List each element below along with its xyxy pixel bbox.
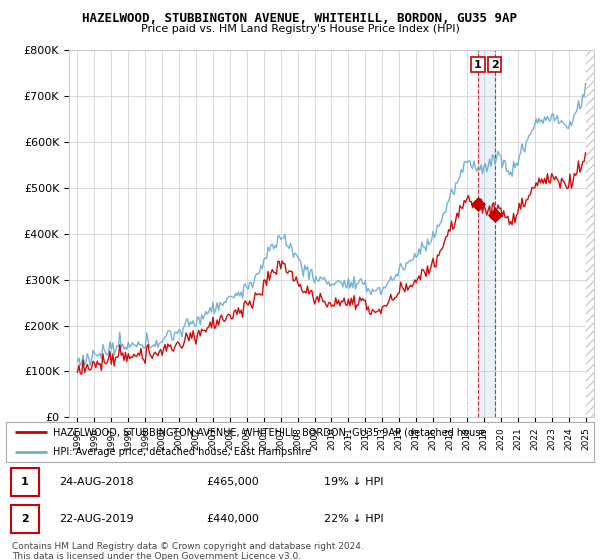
Text: HAZELWOOD, STUBBINGTON AVENUE, WHITEHILL, BORDON, GU35 9AP: HAZELWOOD, STUBBINGTON AVENUE, WHITEHILL… (83, 12, 517, 25)
Text: £440,000: £440,000 (206, 514, 259, 524)
Text: 2: 2 (21, 514, 29, 524)
Text: 19% ↓ HPI: 19% ↓ HPI (323, 477, 383, 487)
Text: £465,000: £465,000 (206, 477, 259, 487)
Text: 2: 2 (491, 59, 499, 69)
Bar (11, 468, 39, 496)
Text: 22% ↓ HPI: 22% ↓ HPI (323, 514, 383, 524)
Bar (478, 50, 495, 417)
Text: HAZELWOOD, STUBBINGTON AVENUE, WHITEHILL, BORDON, GU35 9AP (detached house: HAZELWOOD, STUBBINGTON AVENUE, WHITEHILL… (53, 427, 487, 437)
Text: 22-AUG-2019: 22-AUG-2019 (59, 514, 134, 524)
Bar (11, 505, 39, 533)
Text: Contains HM Land Registry data © Crown copyright and database right 2024.
This d: Contains HM Land Registry data © Crown c… (12, 542, 364, 560)
Text: 24-AUG-2018: 24-AUG-2018 (59, 477, 134, 487)
Text: HPI: Average price, detached house, East Hampshire: HPI: Average price, detached house, East… (53, 446, 311, 456)
Text: 1: 1 (474, 59, 482, 69)
Text: Price paid vs. HM Land Registry's House Price Index (HPI): Price paid vs. HM Land Registry's House … (140, 24, 460, 34)
Text: 1: 1 (21, 477, 29, 487)
